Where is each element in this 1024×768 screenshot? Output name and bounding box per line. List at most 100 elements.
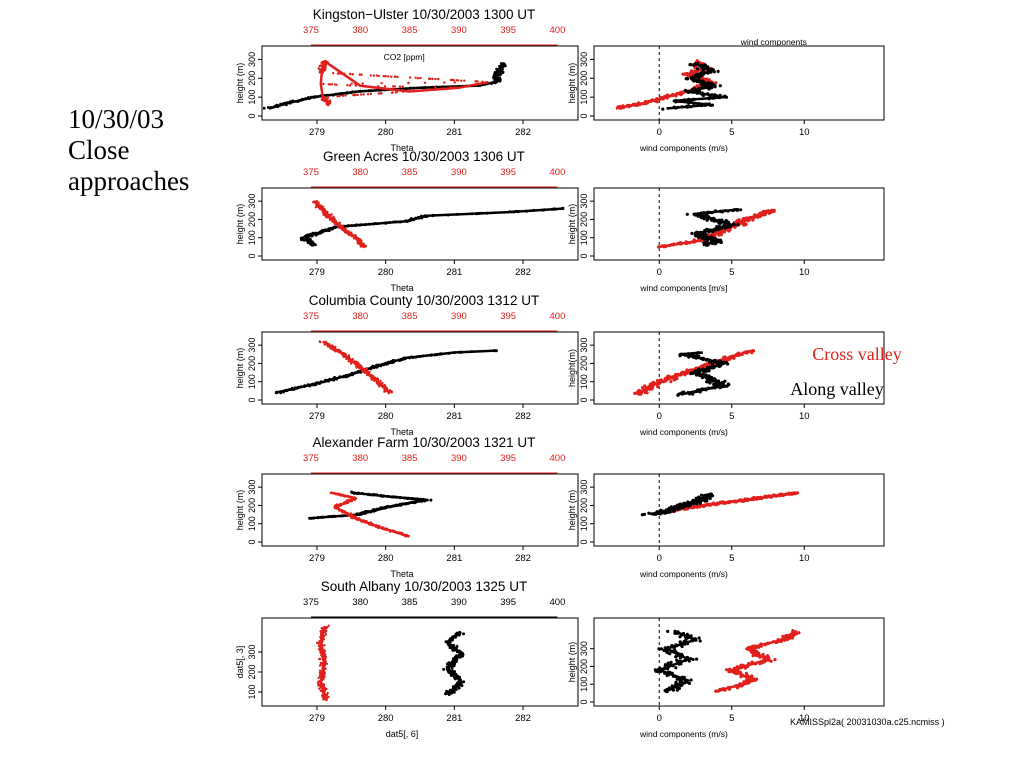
data-point: [669, 660, 673, 665]
data-point: [348, 72, 352, 76]
data-point: [674, 666, 678, 670]
data-point: [443, 81, 446, 84]
data-point: [366, 93, 370, 96]
x-tick-label: 279: [309, 411, 325, 422]
co2-tick-label: 395: [500, 311, 516, 322]
y-tick-label: 0: [579, 113, 589, 118]
data-point: [318, 687, 321, 690]
x-tick-label: 279: [309, 127, 325, 138]
along-valley-series-line: [658, 629, 697, 693]
data-point: [685, 212, 689, 216]
data-point: [379, 92, 383, 95]
co2-tick-label: 385: [402, 25, 418, 36]
x-axis-label: dat5[, 6]: [386, 729, 419, 739]
data-point: [744, 671, 749, 675]
data-point: [698, 639, 702, 643]
y-tick-label: 300: [579, 480, 589, 495]
y-tick-label: 100: [247, 374, 257, 389]
co2-tick-label: 375: [303, 25, 319, 36]
y-tick-label: 100: [247, 684, 257, 699]
x-tick-label: 10: [799, 713, 810, 724]
data-point: [368, 371, 371, 374]
x-tick-label: 282: [515, 127, 531, 138]
co2-tick-label: 385: [402, 453, 418, 464]
data-point: [351, 73, 354, 76]
slide-title-line-1: 10/30/03: [68, 104, 165, 134]
data-point: [650, 387, 654, 391]
data-point: [356, 361, 360, 365]
co2-tick-label: 395: [500, 597, 516, 608]
data-point: [659, 647, 664, 651]
co2-tick-label: 400: [550, 597, 566, 608]
data-point: [447, 661, 451, 665]
data-point: [703, 63, 707, 67]
data-point: [750, 674, 754, 678]
data-point: [690, 231, 694, 235]
data-point: [407, 81, 410, 85]
data-point: [455, 644, 459, 648]
cross-valley-series: [714, 629, 801, 693]
data-point: [383, 383, 386, 387]
data-point: [319, 630, 322, 633]
x-axis-label: wind components (m/s): [639, 569, 728, 579]
data-point: [319, 64, 322, 67]
data-point: [474, 80, 478, 83]
x-axis-label: Theta: [390, 283, 413, 293]
data-point: [697, 636, 701, 640]
co2-axis: 375 380 385 390 395 400: [303, 597, 566, 618]
data-point: [495, 67, 499, 71]
data-point: [666, 661, 670, 665]
data-point: [308, 237, 312, 241]
data-point: [323, 652, 326, 656]
footer-note: KAMISSpl2a( 20031030a.c25.ncmiss ): [790, 717, 945, 727]
data-point: [689, 657, 693, 661]
x-tick-label: 0: [657, 127, 662, 138]
data-point: [737, 218, 741, 222]
y-tick-label: 0: [247, 539, 257, 544]
data-point: [444, 692, 448, 696]
co2-tick-label: 380: [352, 597, 368, 608]
co2-tick-label: 380: [352, 167, 368, 178]
x-axis-label: wind components [m/s]: [639, 283, 727, 293]
annotation-along-valley: Along valley: [790, 379, 883, 399]
data-point: [728, 667, 732, 671]
data-point: [633, 391, 637, 395]
y-axis-label: height (m): [567, 490, 577, 531]
data-point: [324, 655, 327, 659]
co2-tick-label: 385: [402, 311, 418, 322]
data-point: [416, 77, 420, 80]
data-point: [372, 74, 376, 77]
data-point: [493, 71, 497, 74]
data-point: [325, 662, 328, 665]
data-point: [398, 85, 402, 88]
y-tick-label: 100: [579, 516, 589, 531]
x-tick-label: 10: [799, 553, 810, 564]
y-tick-label: 300: [247, 52, 257, 67]
x-tick-label: 0: [657, 553, 662, 564]
data-point: [460, 79, 463, 82]
data-point: [346, 84, 349, 87]
co2-tick-label: 390: [451, 311, 467, 322]
data-point: [396, 75, 399, 79]
data-point: [348, 84, 352, 87]
data-point: [332, 72, 335, 75]
x-tick-label: 0: [657, 267, 662, 278]
data-point: [772, 208, 776, 212]
data-point: [640, 386, 645, 390]
data-point: [375, 74, 379, 77]
x-tick-label: 282: [515, 267, 531, 278]
data-point: [437, 77, 440, 81]
plot-data: [263, 59, 507, 110]
y-tick-label: 200: [247, 71, 257, 86]
plot-frame: [261, 45, 579, 121]
plot-frame: [261, 187, 579, 261]
data-point: [450, 666, 454, 670]
x-tick-label: 281: [446, 713, 462, 724]
data-point: [364, 244, 368, 248]
data-point: [453, 81, 456, 84]
y-tick-label: 100: [579, 230, 589, 245]
data-point: [325, 687, 328, 691]
co2-axis-label: CO2 [ppm]: [384, 52, 425, 62]
y-tick-label: 100: [579, 677, 589, 692]
